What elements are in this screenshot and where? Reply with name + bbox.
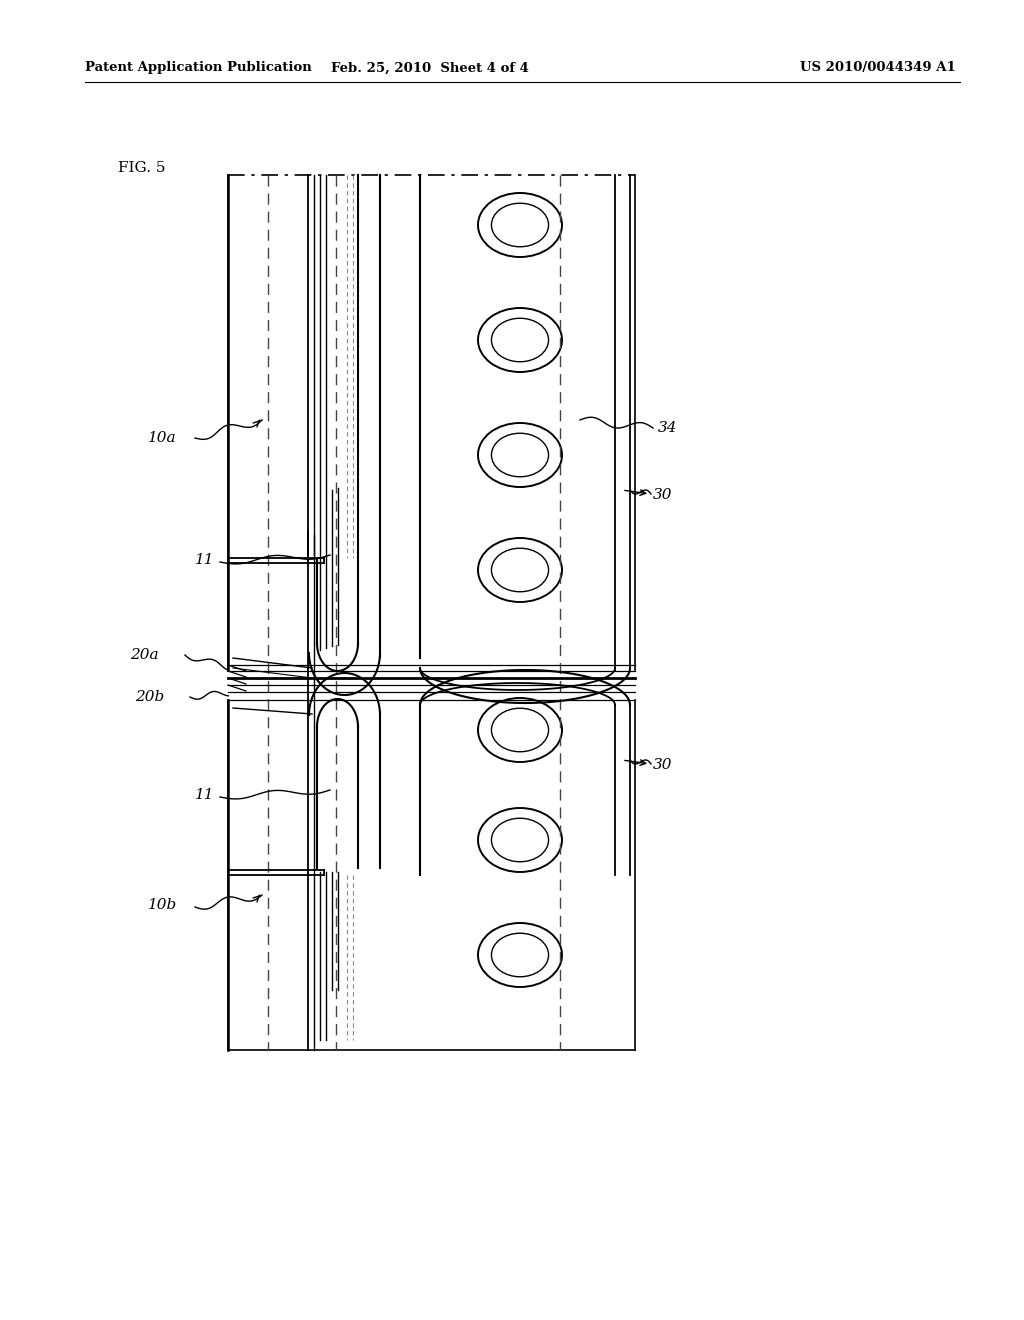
Text: 11: 11 — [195, 553, 214, 568]
Text: 30: 30 — [653, 488, 673, 502]
Text: US 2010/0044349 A1: US 2010/0044349 A1 — [800, 62, 955, 74]
Text: 30: 30 — [653, 758, 673, 772]
Text: 34: 34 — [658, 421, 678, 436]
Text: Feb. 25, 2010  Sheet 4 of 4: Feb. 25, 2010 Sheet 4 of 4 — [331, 62, 529, 74]
Text: 10a: 10a — [148, 432, 176, 445]
Text: 20b: 20b — [135, 690, 164, 704]
Text: 11: 11 — [195, 788, 214, 803]
Text: 20a: 20a — [130, 648, 159, 663]
Text: 10b: 10b — [148, 898, 177, 912]
Text: Patent Application Publication: Patent Application Publication — [85, 62, 311, 74]
Text: FIG. 5: FIG. 5 — [118, 161, 166, 176]
